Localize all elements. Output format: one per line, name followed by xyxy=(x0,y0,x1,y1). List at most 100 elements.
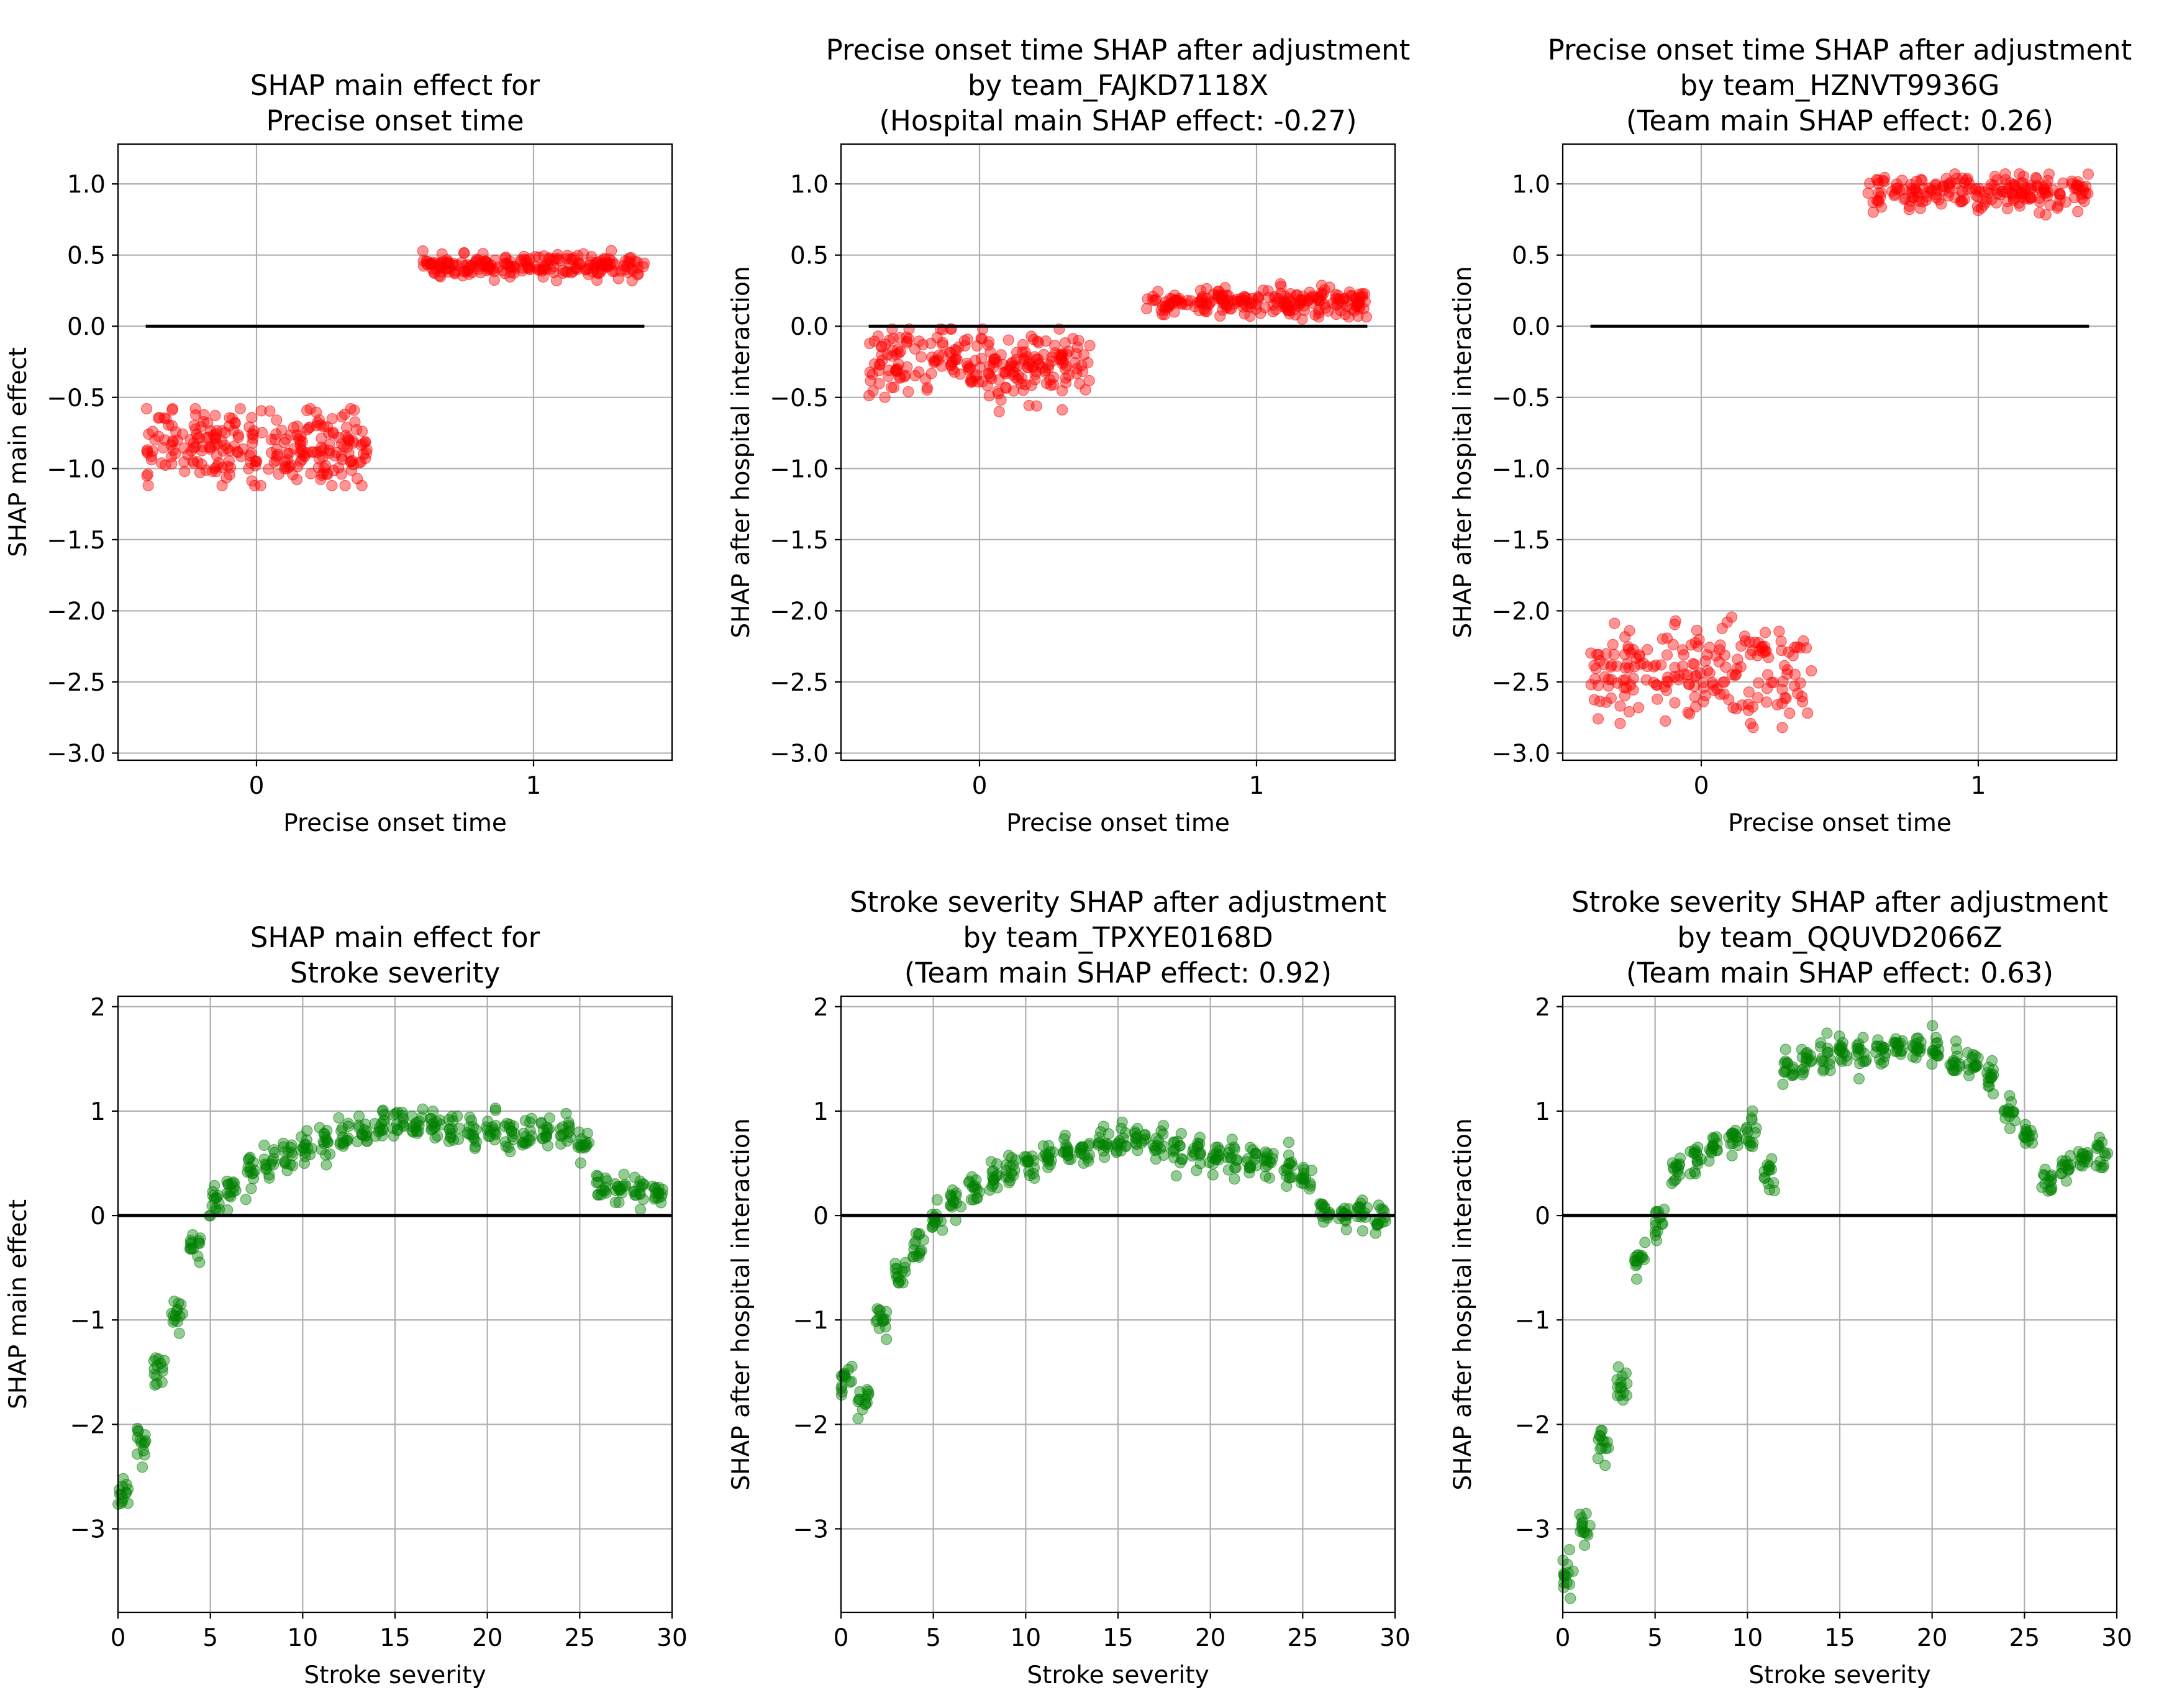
data-point xyxy=(1259,302,1271,314)
data-point xyxy=(1759,627,1771,638)
data-point xyxy=(1746,1112,1758,1124)
data-point xyxy=(117,1473,129,1484)
data-point xyxy=(949,343,961,356)
data-point xyxy=(160,459,171,471)
data-point xyxy=(190,409,202,421)
data-point xyxy=(1766,1153,1778,1165)
y-axis-label: SHAP after hospital interaction xyxy=(1449,266,1477,638)
data-point xyxy=(299,450,311,463)
data-point xyxy=(907,1250,920,1262)
data-point xyxy=(1077,1141,1089,1153)
data-point xyxy=(1768,676,1780,689)
data-point xyxy=(343,447,355,459)
data-point xyxy=(167,436,179,448)
data-point xyxy=(321,1159,332,1171)
x-tick-label: 25 xyxy=(1288,1624,1319,1652)
data-point xyxy=(1000,382,1012,394)
data-point xyxy=(1565,1592,1576,1604)
chart-title-line: (Hospital main SHAP effect: -0.27) xyxy=(879,104,1357,137)
data-point xyxy=(1742,1126,1754,1138)
data-point xyxy=(1228,1142,1240,1153)
data-point xyxy=(1649,1226,1661,1238)
data-point xyxy=(284,1142,297,1153)
data-point xyxy=(1716,622,1728,634)
data-point xyxy=(1059,337,1071,349)
data-point xyxy=(1911,1041,1923,1053)
data-point xyxy=(1078,349,1090,361)
data-point xyxy=(891,1263,903,1275)
data-point xyxy=(178,442,190,454)
x-tick-label: 15 xyxy=(380,1624,411,1652)
data-point xyxy=(548,254,560,266)
data-point xyxy=(1619,690,1630,702)
data-point xyxy=(1666,1178,1678,1189)
chart-panel-1: 0 1 1.0 0.5 0.0 −0.5 −1.0 −1.5 −2.0 −2.5 −3.0 Preci… xyxy=(4,69,673,837)
data-point xyxy=(209,409,221,422)
data-point xyxy=(496,265,508,276)
data-point xyxy=(921,382,934,394)
data-point xyxy=(1298,1164,1310,1176)
x-tick-label: 0 xyxy=(1555,1624,1571,1652)
data-point xyxy=(324,438,335,451)
chart-title-line: by team_HZNVT9936G xyxy=(1680,69,2000,102)
data-point xyxy=(1958,176,1970,189)
data-point xyxy=(333,1112,345,1124)
data-point xyxy=(1759,1173,1771,1184)
data-point xyxy=(932,354,944,366)
data-point xyxy=(1244,1162,1257,1174)
data-point xyxy=(1099,1152,1111,1163)
data-point xyxy=(1708,1133,1720,1145)
data-point xyxy=(1614,1382,1626,1394)
chart-title-line: Stroke severity xyxy=(290,956,500,989)
data-point xyxy=(2019,1119,2031,1130)
data-point xyxy=(1033,358,1045,370)
data-point xyxy=(2020,182,2032,194)
data-point xyxy=(467,1132,480,1143)
y-tick-label: 0.0 xyxy=(1512,313,1550,341)
data-point xyxy=(1730,703,1742,715)
data-point xyxy=(1726,1150,1738,1161)
data-point xyxy=(1002,1171,1015,1184)
data-point xyxy=(177,1308,189,1320)
data-point xyxy=(178,456,190,468)
data-point xyxy=(1275,278,1286,290)
data-point xyxy=(467,1121,480,1133)
data-point xyxy=(883,334,895,346)
x-tick-label: 20 xyxy=(1917,1624,1948,1652)
data-point xyxy=(1042,1152,1055,1164)
data-point xyxy=(1053,353,1066,366)
data-point xyxy=(1776,722,1788,734)
data-point xyxy=(986,1166,998,1178)
data-point xyxy=(519,1115,532,1127)
data-point xyxy=(219,427,231,438)
data-point xyxy=(318,421,330,433)
data-point xyxy=(1853,1047,1865,1058)
data-point xyxy=(2091,1160,2103,1172)
data-point xyxy=(417,1103,429,1115)
data-point xyxy=(284,429,296,441)
data-point xyxy=(122,1483,134,1495)
axes-frame xyxy=(840,143,1396,761)
data-point xyxy=(881,349,894,361)
y-tick-label: −0.5 xyxy=(770,384,829,412)
data-point xyxy=(502,1142,514,1153)
data-point xyxy=(1152,286,1164,298)
data-point xyxy=(1707,679,1719,691)
data-point xyxy=(1743,686,1755,698)
data-point xyxy=(163,419,175,431)
y-tick-label: −2 xyxy=(1515,1411,1551,1439)
data-point xyxy=(968,1194,980,1206)
data-point xyxy=(326,413,338,425)
data-point xyxy=(993,406,1005,417)
x-tick-label: 0 xyxy=(111,1624,126,1652)
data-point xyxy=(443,1135,455,1147)
data-point xyxy=(1951,1043,1963,1055)
data-point xyxy=(2076,193,2088,204)
data-point xyxy=(1799,1062,1811,1074)
data-point xyxy=(1743,704,1755,716)
data-point xyxy=(338,1136,350,1148)
data-point xyxy=(913,366,925,378)
data-point xyxy=(914,1228,925,1240)
data-point xyxy=(499,258,511,270)
